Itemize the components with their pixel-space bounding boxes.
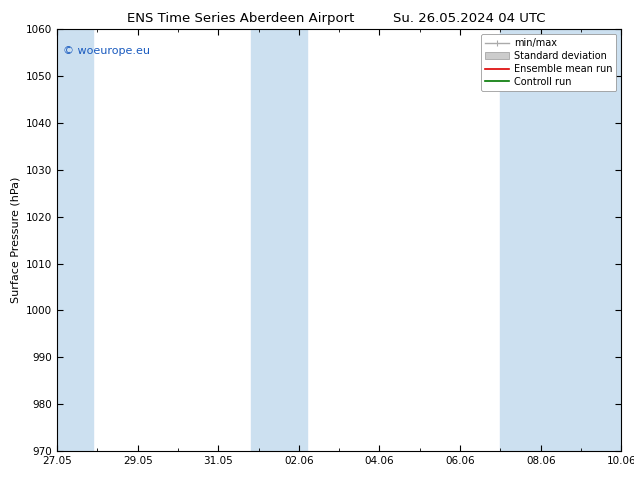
Text: ENS Time Series Aberdeen Airport: ENS Time Series Aberdeen Airport bbox=[127, 12, 354, 25]
Text: Su. 26.05.2024 04 UTC: Su. 26.05.2024 04 UTC bbox=[393, 12, 545, 25]
Bar bbox=[250, 29, 307, 451]
Bar bbox=[500, 29, 621, 451]
Bar bbox=[57, 29, 93, 451]
Text: © woeurope.eu: © woeurope.eu bbox=[63, 46, 150, 56]
Y-axis label: Surface Pressure (hPa): Surface Pressure (hPa) bbox=[10, 177, 20, 303]
Legend: min/max, Standard deviation, Ensemble mean run, Controll run: min/max, Standard deviation, Ensemble me… bbox=[481, 34, 616, 91]
